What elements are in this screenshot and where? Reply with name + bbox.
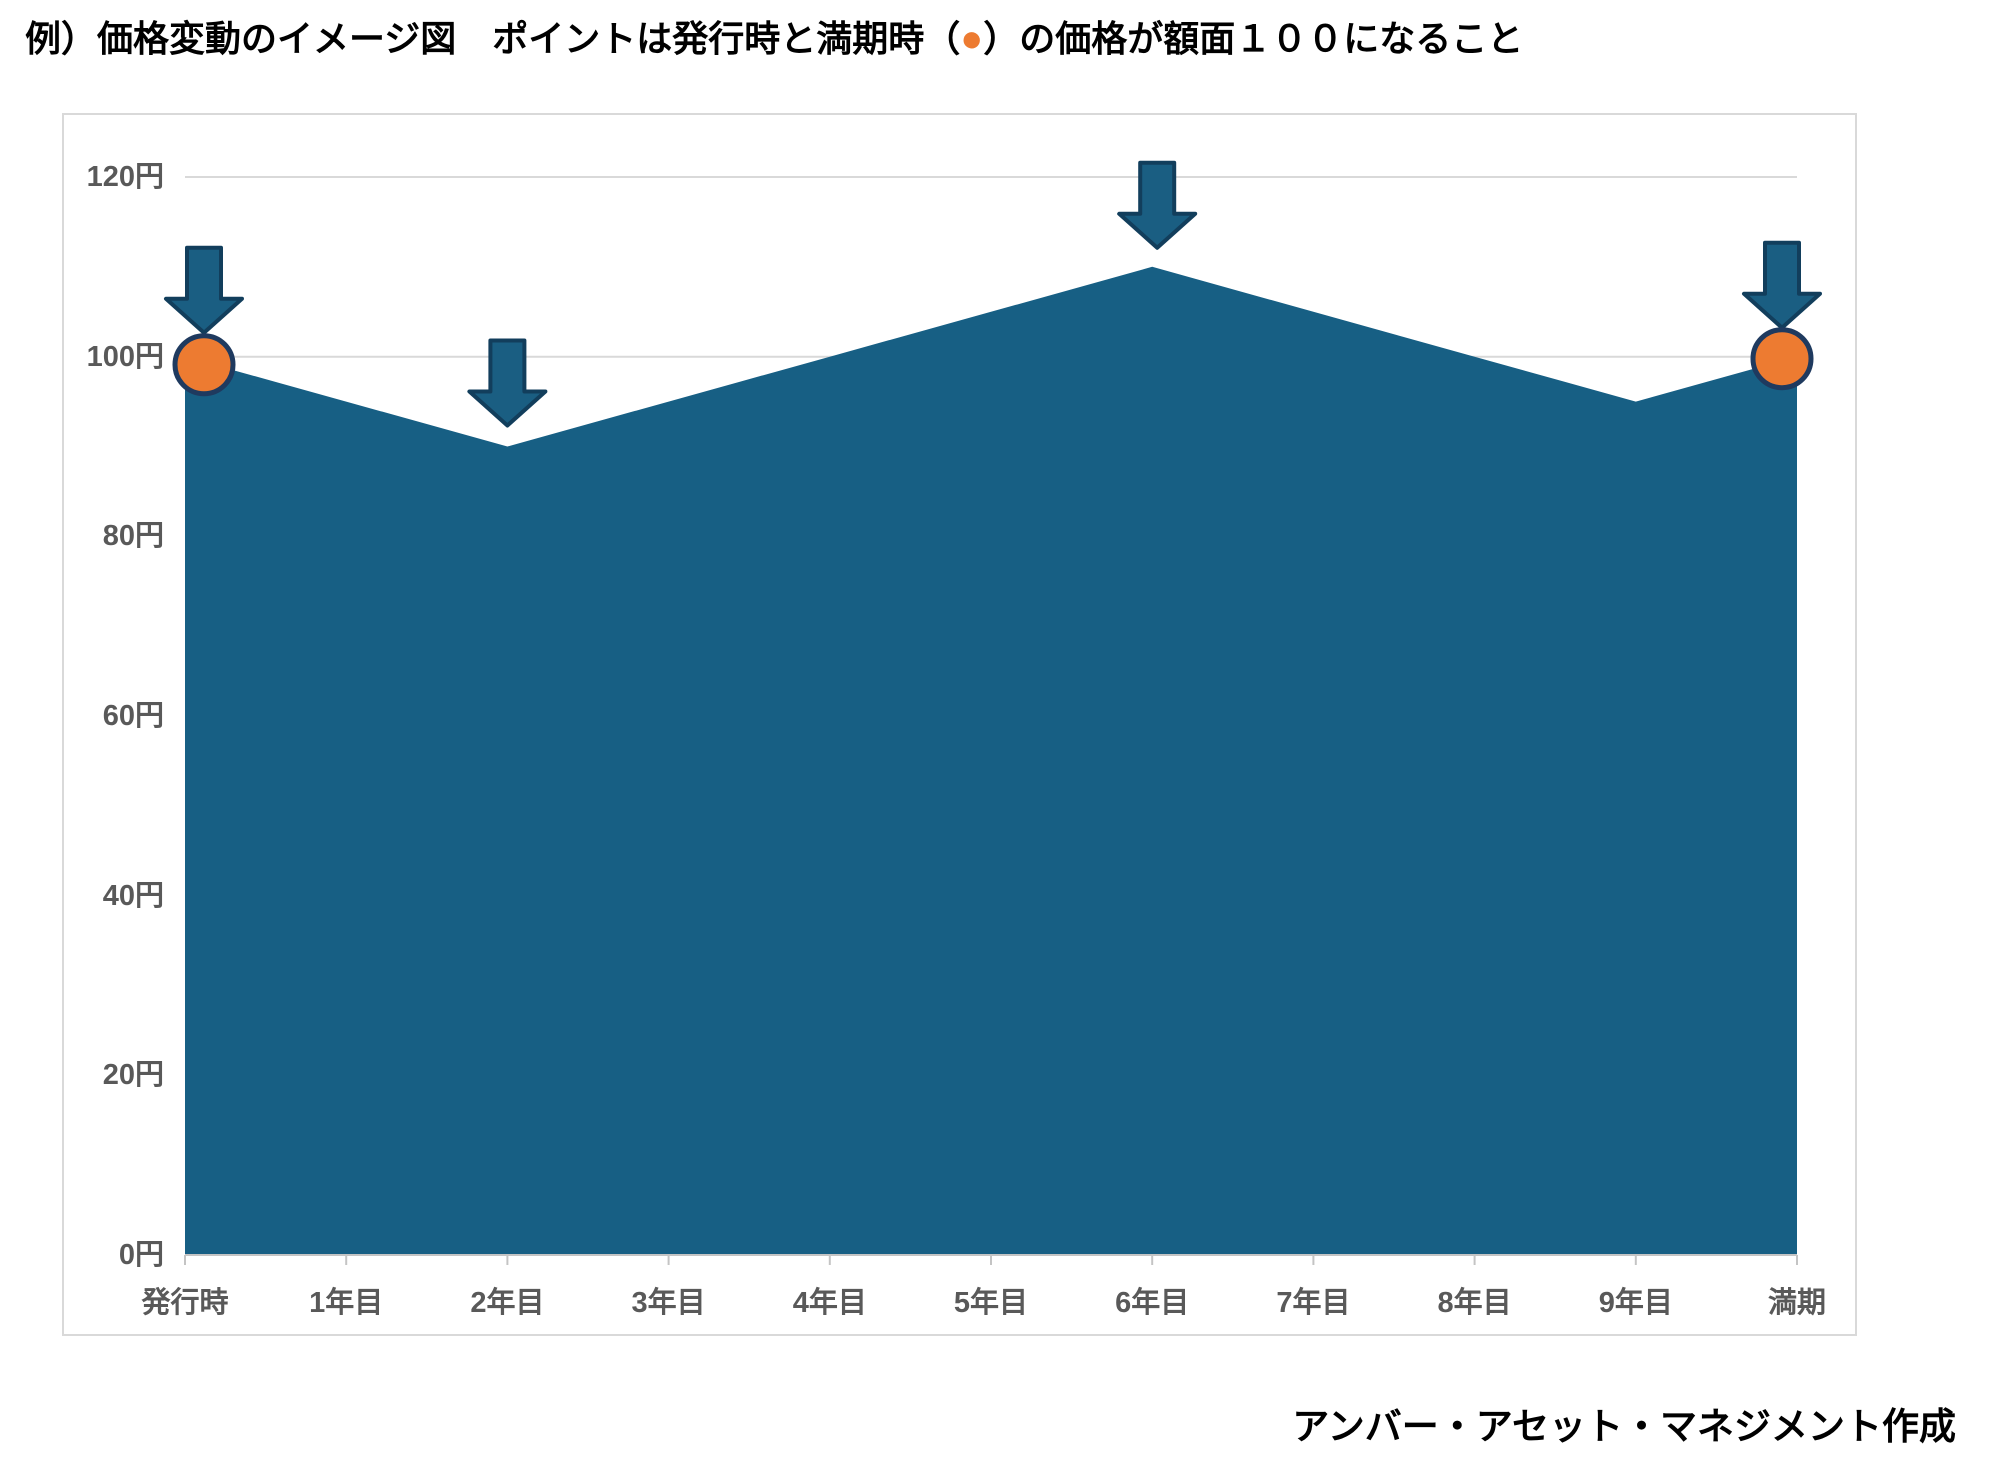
x-tick-label-2年目: 2年目 [470,1287,545,1319]
y-tick-label-100: 100円 [86,340,164,373]
x-tick-label-5年目: 5年目 [953,1287,1029,1319]
x-tick-label-9年目: 9年目 [1598,1287,1673,1319]
y-tick-label-80: 80円 [102,520,164,553]
x-tick-label-1年目: 1年目 [309,1287,384,1319]
down-arrow-icon-6年目 [1117,160,1198,250]
y-tick-label-40: 40円 [102,879,164,912]
x-tick-label-8年目: 8年目 [1437,1287,1512,1319]
attribution-note: アンバー・アセット・マネジメント作成 [1292,1406,1956,1447]
price-area-series [185,266,1797,1255]
x-tick-label-3年目: 3年目 [631,1287,706,1319]
down-arrow-icon-満期 [1742,240,1822,330]
price-point-marker-満期 [1750,327,1814,391]
x-tick-label-7年目: 7年目 [1276,1287,1351,1319]
x-tick-label-6年目: 6年目 [1115,1287,1190,1319]
x-tick-label-発行時: 発行時 [141,1287,229,1319]
title-text-suffix: ）の価格が額面１００になること [983,18,1524,59]
down-arrow-icon-発行時 [164,245,244,335]
x-tick-label-4年目: 4年目 [792,1287,867,1319]
y-tick-label-60: 60円 [102,700,164,732]
price-chart-canvas [164,160,1822,1265]
page-title: 例）価格変動のイメージ図 ポイントは発行時と満期時（●）の価格が額面１００になる… [25,10,1925,62]
y-tick-label-0: 0円 [118,1239,164,1271]
price-point-marker-発行時 [172,333,236,397]
down-arrow-icon-2年目 [467,338,548,428]
chart-area: 0円 20円 40円 60円 80円 100円 120円 発行時 1年目 2年目 3年目 4年目 5年… [62,113,1857,1336]
x-tick-label-満期: 満期 [1767,1287,1827,1319]
title-text-prefix: 例）価格変動のイメージ図 ポイントは発行時と満期時（ [25,18,961,59]
y-tick-label-120: 120円 [86,161,164,193]
title-orange-dot-icon: ● [960,18,984,60]
y-tick-label-20: 20円 [102,1059,164,1092]
